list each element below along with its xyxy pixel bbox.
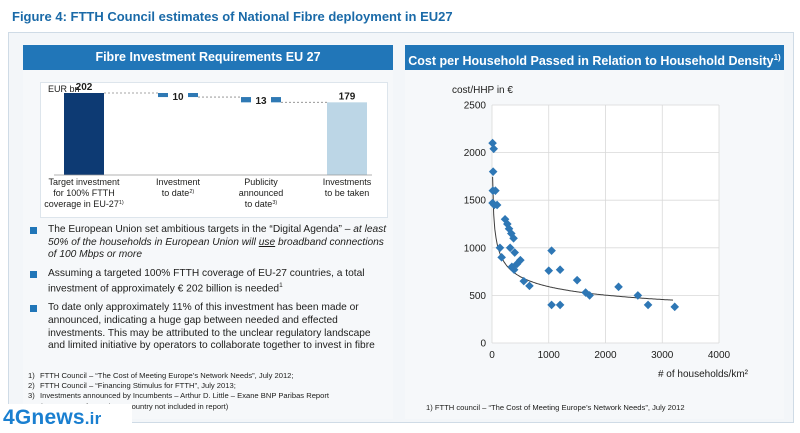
scatter-x-tick-label: 4000	[708, 350, 731, 361]
scatter-point-27	[547, 300, 556, 310]
waterfall-bar-4	[327, 102, 367, 175]
footnote-1-num: 1)	[28, 371, 35, 380]
bullet-square-icon	[30, 305, 37, 313]
waterfall-category-label-4: to be taken	[325, 188, 370, 198]
scatter-x-tick-label: 0	[489, 350, 495, 361]
bullet-3-text: To date only approximately 11% of this i…	[48, 302, 375, 352]
scatter-x-axis-label: # of households/km²	[658, 369, 749, 380]
footnote-2-num: 2)	[28, 381, 35, 391]
watermark-logo: 4Gnews.ir	[0, 404, 132, 432]
footnote-3-num: 3)	[28, 391, 35, 401]
waterfall-category-label-3: to date3)	[245, 199, 278, 209]
left-footnotes: 1) FTTH Council – “The Cost of Meeting Eu…	[28, 371, 388, 412]
scatter-y-tick-label: 0	[480, 339, 486, 350]
waterfall-category-label-3: announced	[239, 188, 284, 198]
waterfall-bar-2-left	[158, 93, 168, 98]
bullet-2-text: Assuming a targeted 100% FTTH coverage o…	[48, 267, 365, 295]
waterfall-bar-2-right	[188, 93, 198, 98]
footnote-3: 3) Investments announced by Incumbents – …	[28, 391, 388, 401]
scatter-y-tick-label: 500	[469, 291, 486, 302]
scatter-y-tick-label: 1500	[464, 196, 487, 207]
scatter-y-axis-label: cost/HHP in €	[452, 85, 513, 96]
right-footnote: 1) FTTH council – “The Cost of Meeting E…	[426, 403, 685, 412]
bullet-2-sup: 1	[279, 282, 283, 290]
bullet-list: The European Union set ambitious targets…	[30, 224, 390, 359]
footnote-1: 1) FTTH Council – “The Cost of Meeting Eu…	[28, 371, 388, 381]
bullet-item-3: To date only approximately 11% of this i…	[30, 302, 390, 352]
scatter-point-33	[633, 291, 643, 300]
waterfall-category-label-1: for 100% FTTH	[53, 188, 115, 198]
waterfall-category-label-2: to date2)	[162, 188, 195, 198]
footnote-2-text: FTTH Council – “Financing Stimulus for F…	[40, 381, 236, 391]
scatter-point-16	[505, 243, 515, 253]
scatter-point-35	[670, 302, 680, 312]
right-panel-header-text: Cost per Household Passed in Relation to…	[408, 54, 774, 69]
scatter-point-23	[525, 281, 534, 291]
waterfall-category-label-1: coverage in EU-271)	[44, 199, 124, 209]
waterfall-value-label-2: 10	[172, 92, 184, 103]
waterfall-value-label-1: 202	[76, 82, 93, 93]
bullet-item-1: The European Union set ambitious targets…	[30, 224, 390, 262]
bullet-1-emphasis-end: broadband connections of 100 Mbps or mor…	[48, 236, 384, 261]
scatter-point-31	[585, 291, 594, 300]
right-panel-header: Cost per Household Passed in Relation to…	[405, 45, 784, 70]
waterfall-category-label-1: Target investment	[48, 177, 120, 187]
bullet-1-emphasis: at least 50% of the households in Europe…	[48, 224, 387, 248]
scatter-x-tick-label: 3000	[651, 350, 674, 361]
scatter-x-tick-label: 2000	[594, 350, 617, 361]
waterfall-category-label-3: Publicity	[244, 177, 278, 187]
waterfall-bar-1	[64, 93, 104, 175]
scatter-point-15	[509, 233, 518, 243]
scatter-point-25	[547, 246, 556, 255]
figure-title: Figure 4: FTTH Council estimates of Nati…	[12, 9, 453, 24]
bullet-square-icon	[30, 270, 37, 278]
footnote-3-text: Investments announced by Incumbents – Ar…	[40, 391, 330, 401]
scatter-x-tick-label: 1000	[538, 350, 561, 361]
left-panel-header-text: Fibre Investment Requirements EU 27	[95, 50, 321, 64]
scatter-point-28	[555, 300, 565, 310]
scatter-y-tick-label: 2000	[464, 148, 487, 159]
right-panel-header-sup: 1)	[773, 53, 781, 62]
waterfall-bar-3-left	[241, 97, 251, 103]
bullet-1-emphasis-underline: use	[258, 236, 276, 248]
bullet-square-icon	[30, 227, 37, 234]
scatter-y-tick-label: 2500	[464, 101, 487, 112]
footnote-1-text: FTTH Council – “The Cost of Meeting Euro…	[40, 371, 294, 380]
scatter-point-22	[519, 276, 529, 286]
scatter-y-tick-label: 1000	[464, 243, 487, 254]
waterfall-value-label-3: 13	[255, 96, 267, 107]
bullet-item-2: Assuming a targeted 100% FTTH coverage o…	[30, 268, 390, 297]
waterfall-bar-3-right	[271, 97, 281, 103]
scatter-point-26	[555, 265, 565, 274]
footnote-4-text: (Investments for each EU country not inc…	[40, 401, 229, 411]
footnote-3-continued: (Investments for each EU country not inc…	[28, 402, 388, 412]
footnote-2: 2) FTTH Council – “Financing Stimulus for…	[28, 381, 388, 391]
waterfall-category-label-4: Investments	[323, 177, 372, 187]
left-panel-header: Fibre Investment Requirements EU 27	[23, 45, 393, 70]
waterfall-unit-label: EUR bn	[48, 84, 80, 94]
scatter-point-30	[581, 288, 590, 297]
bullet-1-text: The European Union set ambitious targets…	[48, 224, 351, 235]
scatter-chart: cost/HHP in € # of households/km² 0 500 10…	[452, 85, 749, 380]
waterfall-category-label-2: Investment	[156, 177, 201, 187]
waterfall-value-label-4: 179	[339, 91, 356, 102]
